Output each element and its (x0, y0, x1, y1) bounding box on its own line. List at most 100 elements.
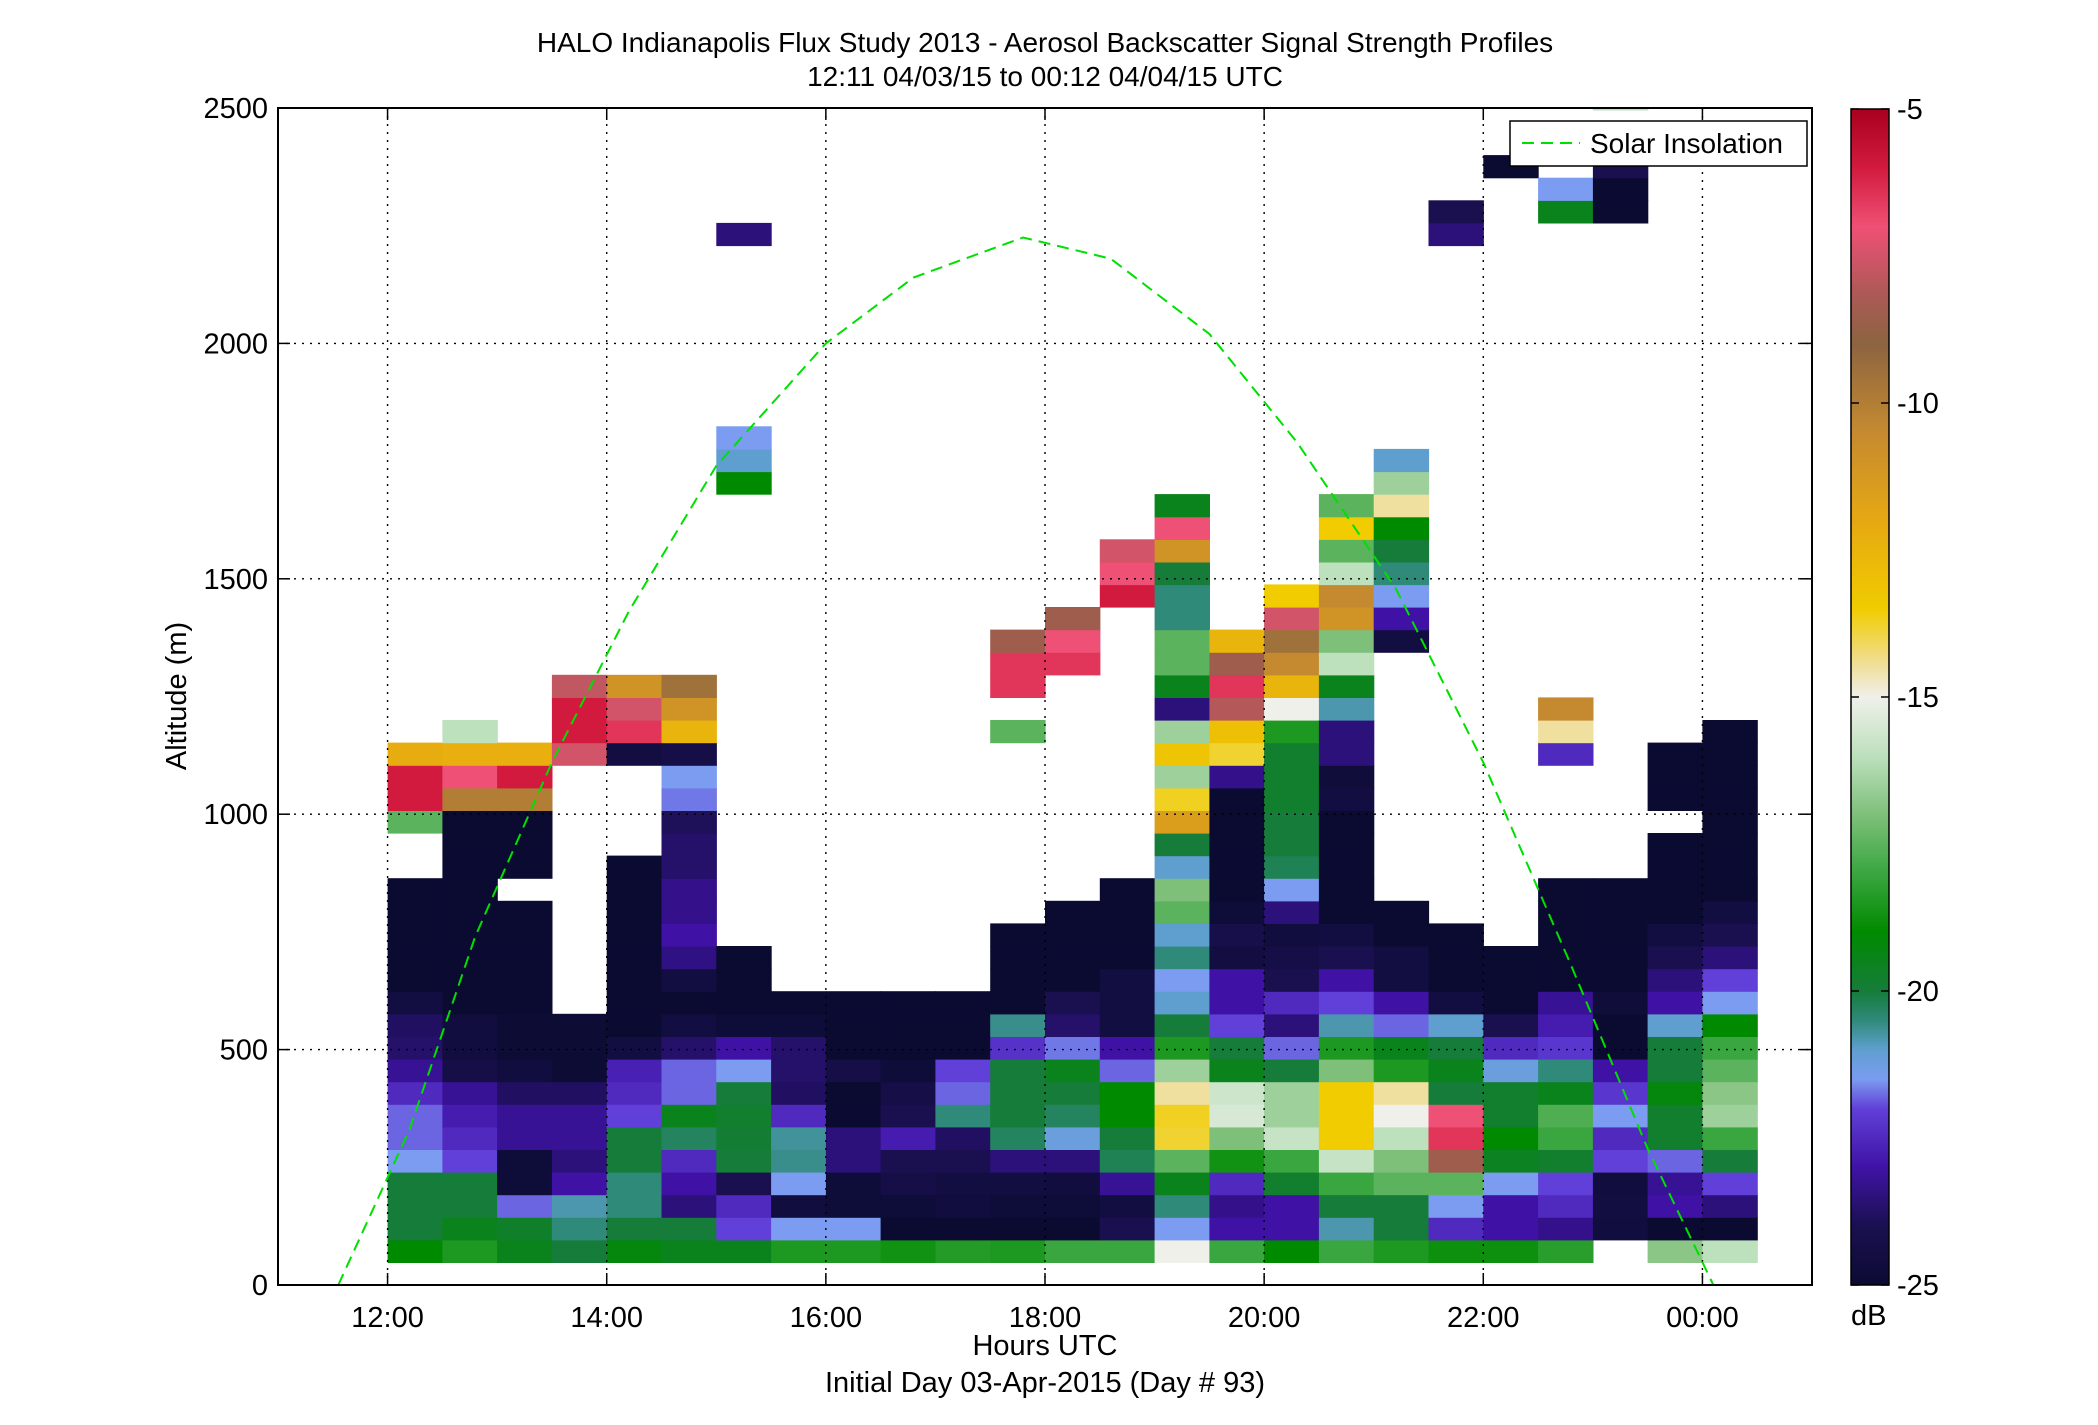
heatmap-cell (1538, 742, 1594, 766)
heatmap-cell (1592, 878, 1649, 902)
y-tick-label: 2500 (203, 93, 268, 125)
heatmap-cell (1373, 1239, 1430, 1263)
x-tick-label: 16:00 (790, 1302, 863, 1334)
heatmap-cell (1045, 1059, 1101, 1083)
heatmap-cell (442, 1172, 498, 1196)
heatmap-cell (1045, 1194, 1101, 1218)
heatmap-cell (1264, 923, 1320, 947)
heatmap-cell (551, 1126, 608, 1150)
heatmap-cell (1647, 968, 1703, 992)
colorbar-tick-label: -15 (1897, 682, 1939, 714)
heatmap-cell (1428, 968, 1484, 992)
heatmap-cell (1209, 1013, 1265, 1037)
heatmap-cell (1647, 1194, 1703, 1218)
heatmap-cell (497, 1172, 553, 1196)
heatmap-cell (935, 1013, 991, 1037)
heatmap-cell (1702, 1172, 1758, 1196)
heatmap-cell (551, 720, 608, 744)
heatmap-cell (716, 1013, 772, 1037)
heatmap-cell (497, 923, 553, 947)
heatmap-cell (825, 1013, 882, 1037)
heatmap-cell (387, 1149, 443, 1173)
heatmap-cell (1592, 177, 1649, 201)
heatmap-cell (990, 968, 1046, 992)
heatmap-cell (1209, 1126, 1265, 1150)
heatmap-cell (716, 991, 772, 1015)
heatmap-cell (716, 471, 772, 495)
heatmap-cell (606, 1081, 663, 1105)
heatmap-cell (1099, 1081, 1156, 1105)
heatmap-cell (825, 1126, 882, 1150)
heatmap-cell (1592, 108, 1649, 111)
heatmap-cell (442, 946, 498, 970)
heatmap-cell (1318, 1194, 1375, 1218)
heatmap-cell (551, 1036, 608, 1060)
heatmap-cell (1318, 833, 1375, 857)
heatmap-cell (1154, 1081, 1210, 1105)
heatmap-cell (387, 1059, 443, 1083)
x-ticks: 12:00 14:00 16:00 18:00 20:00 22:00 00:00 (351, 108, 1739, 1334)
heatmap-cell (1264, 607, 1320, 631)
heatmap-cell (1538, 1059, 1594, 1083)
heatmap-cell (1592, 1149, 1649, 1173)
heatmap-cell (387, 742, 443, 766)
heatmap-cell (1264, 1036, 1320, 1060)
heatmap-cell (1318, 1036, 1375, 1060)
heatmap-cell (1538, 1172, 1594, 1196)
heatmap-cell (880, 1059, 936, 1083)
heatmap-cell (1483, 1081, 1539, 1105)
heatmap-cell (716, 968, 772, 992)
heatmap-cell (1209, 742, 1265, 766)
heatmap-cell (1318, 516, 1375, 540)
heatmap-cell (935, 991, 991, 1015)
heatmap-cell (1702, 765, 1758, 789)
heatmap-cell (606, 900, 663, 924)
heatmap-cell (1318, 674, 1375, 698)
heatmap-cell (442, 810, 498, 834)
heatmap-cell (935, 1217, 991, 1241)
heatmap-cell (661, 923, 717, 947)
heatmap-cell (1373, 1059, 1430, 1083)
heatmap-cell (1373, 1081, 1430, 1105)
heatmap-cell (935, 1126, 991, 1150)
heatmap-cell (825, 1104, 882, 1128)
heatmap-cell (1483, 1149, 1539, 1173)
heatmap-cell (1264, 946, 1320, 970)
heatmap-cell (716, 1239, 772, 1263)
heatmap-cell (442, 720, 498, 744)
heatmap-cell (442, 833, 498, 857)
heatmap-cell (771, 1126, 827, 1150)
heatmap-cell (1045, 629, 1101, 653)
heatmap-cell (1702, 991, 1758, 1015)
heatmap-cell (1045, 923, 1101, 947)
heatmap-cell (880, 1126, 936, 1150)
heatmap-cell (1264, 720, 1320, 744)
heatmap-cell (1647, 900, 1703, 924)
heatmap-cell (1209, 1104, 1265, 1128)
heatmap-cell (1702, 968, 1758, 992)
heatmap-cell (1538, 878, 1594, 902)
heatmap-cell (442, 1149, 498, 1173)
heatmap-cell (1264, 1104, 1320, 1128)
heatmap-cell (880, 1217, 936, 1241)
heatmap-cell (1483, 946, 1539, 970)
heatmap-cell (606, 1104, 663, 1128)
colorbar-tick-label: -20 (1897, 976, 1939, 1008)
heatmap-cell (1154, 968, 1210, 992)
heatmap-cell (1209, 629, 1265, 653)
heatmap-cell (990, 923, 1046, 947)
heatmap-cell (1428, 200, 1484, 224)
heatmap-cell (497, 946, 553, 970)
heatmap-cell (1154, 765, 1210, 789)
heatmap-cell (716, 1149, 772, 1173)
heatmap-cell (1373, 923, 1430, 947)
heatmap-cell (1318, 855, 1375, 879)
heatmap-cell (1318, 742, 1375, 766)
heatmap-cell (1647, 833, 1703, 857)
heatmap-cell (387, 1194, 443, 1218)
heatmap-cell (1647, 742, 1703, 766)
heatmap-cell (1209, 923, 1265, 947)
heatmap-cell (1647, 991, 1703, 1015)
heatmap-cell (1592, 1036, 1649, 1060)
heatmap-cell (1373, 584, 1430, 608)
